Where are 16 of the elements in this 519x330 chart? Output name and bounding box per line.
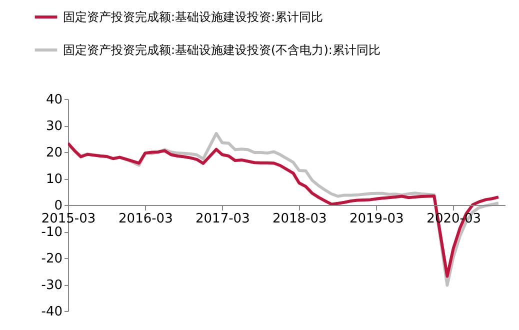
- y-tick-label: -30: [41, 278, 62, 293]
- y-tick-label: 20: [46, 146, 62, 160]
- legend-label: 固定资产投资完成额:基础设施建设投资:累计同比: [63, 10, 324, 24]
- x-tick-label: 2017-03: [196, 212, 250, 226]
- y-tick-label: 30: [46, 119, 62, 134]
- legend-label: 固定资产投资完成额:基础设施建设投资(不含电力):累计同比: [63, 43, 380, 57]
- y-tick-label: -10: [41, 225, 62, 240]
- y-tick-label: -20: [41, 252, 62, 266]
- x-tick-label: 2015-03: [41, 212, 96, 226]
- y-tick-label: 40: [46, 92, 62, 108]
- x-tick-label: 2019-03: [349, 212, 404, 226]
- x-tick-label: 2016-03: [118, 212, 173, 226]
- x-tick-label: 2018-03: [272, 212, 327, 226]
- y-tick-label: 0: [54, 198, 62, 214]
- y-tick-label: 10: [46, 172, 62, 187]
- y-tick-label: -40: [41, 304, 62, 320]
